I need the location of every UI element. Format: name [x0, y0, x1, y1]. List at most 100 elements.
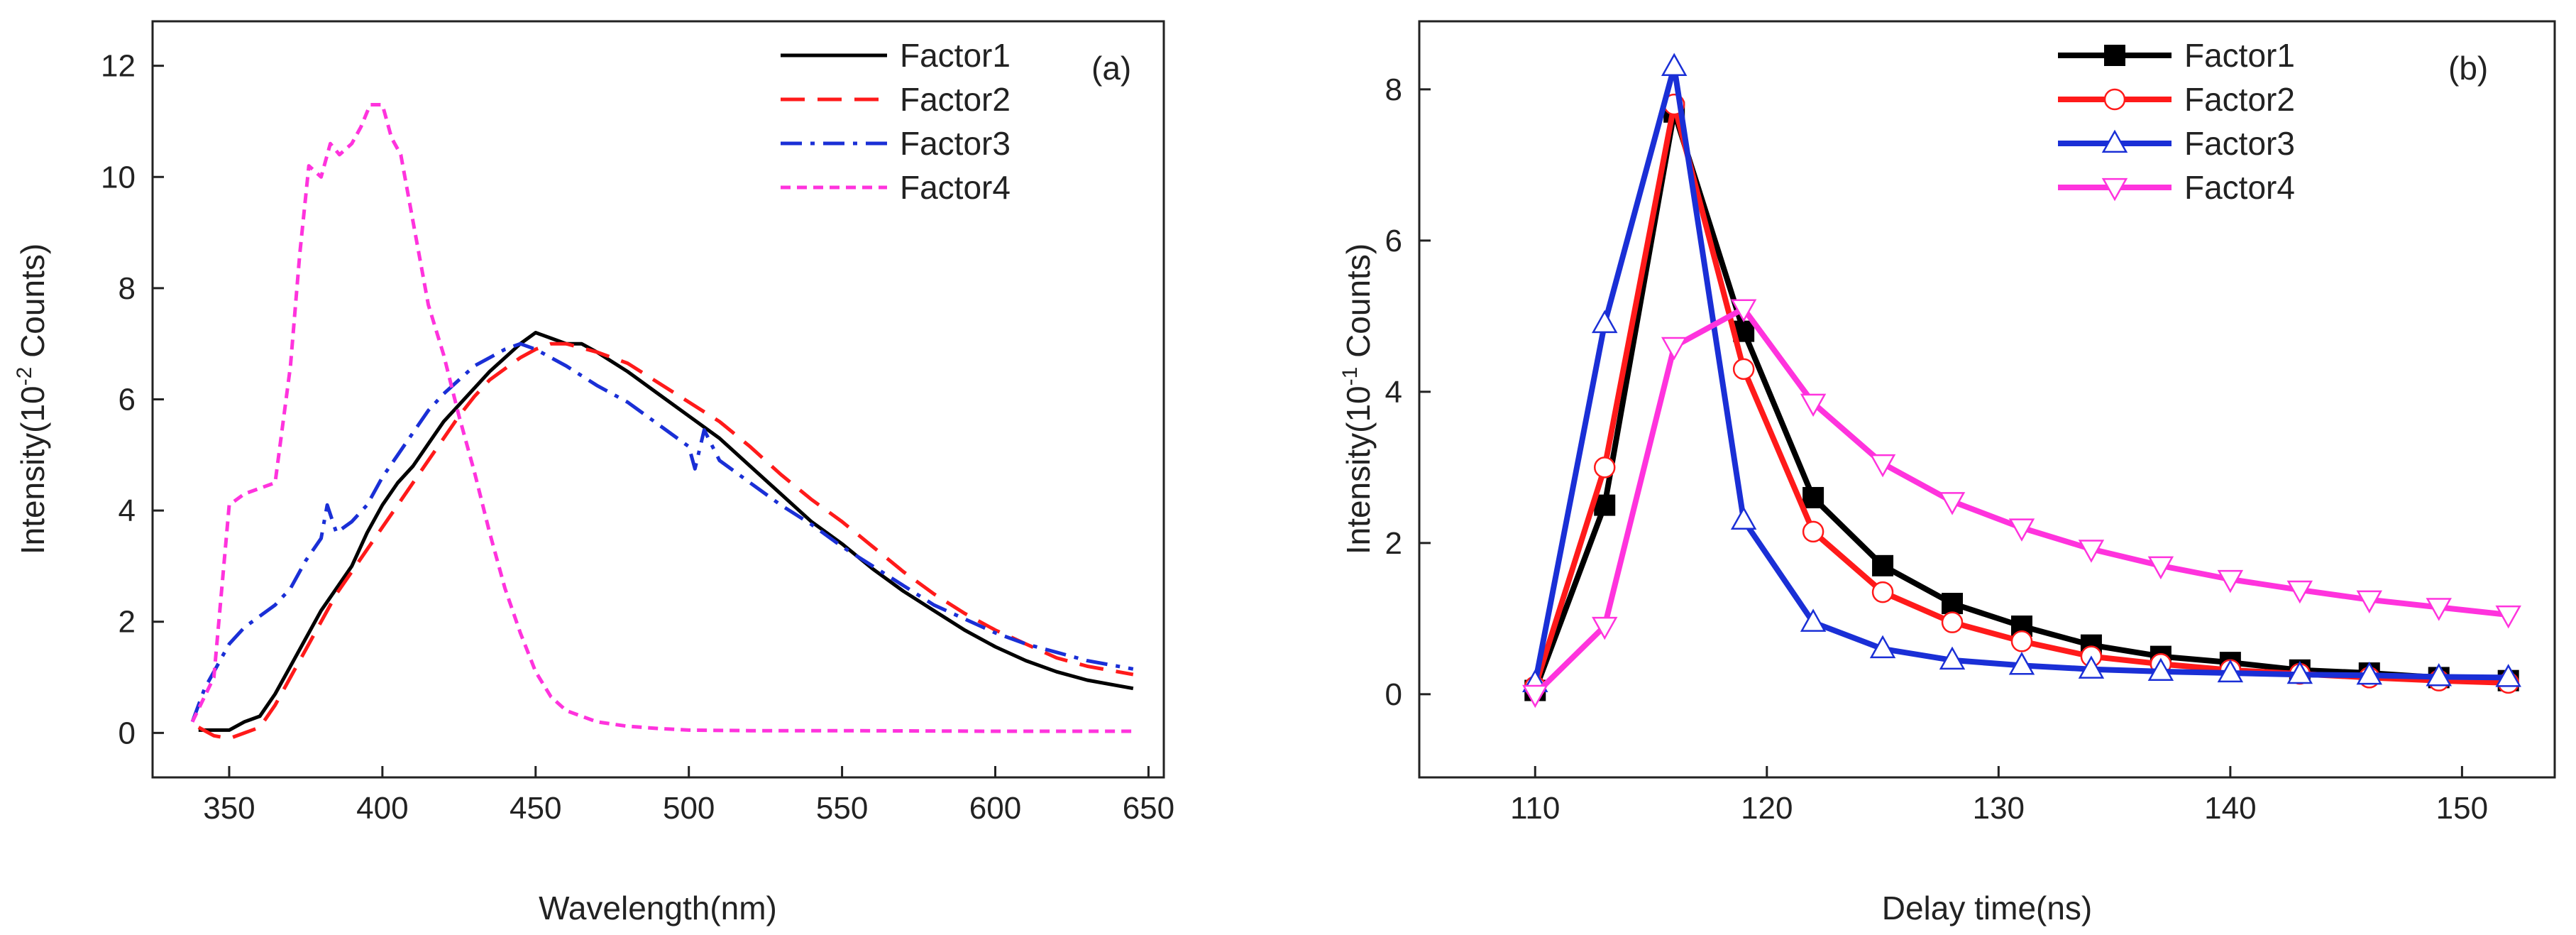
panel-b-legend: Factor1 Factor2 Factor3 Factor4	[2058, 37, 2295, 206]
data-point-factor4	[2008, 518, 2035, 542]
legend-label-factor3: Factor3	[900, 125, 1011, 162]
data-point-factor4	[1939, 492, 1966, 515]
data-point-factor2	[1802, 520, 1824, 543]
x-tick-label: 650	[1123, 791, 1174, 826]
data-point-factor3	[1939, 646, 1966, 670]
panel-b-ticks: 110 120 130 140 150 0 2 4 6 8	[1385, 72, 2489, 826]
panel-a-y-axis-label: Intensity(10-2 Counts)	[13, 244, 51, 554]
data-point-factor3	[2078, 655, 2105, 679]
legend-marker-factor2	[2103, 88, 2126, 111]
data-point-factor1	[1872, 554, 1894, 576]
data-point-factor4	[2147, 556, 2174, 580]
data-point-factor1	[1942, 593, 1964, 615]
data-point-factor4	[1522, 684, 1548, 709]
data-point-factor3	[2147, 657, 2174, 682]
data-point-factor4	[2356, 590, 2383, 614]
panel-a-y-axis-label-tail: Counts)	[14, 244, 51, 367]
data-point-factor4	[1730, 299, 1757, 323]
y-tick-label: 8	[119, 271, 136, 306]
x-tick-label: 150	[2436, 791, 2488, 826]
panel-b-y-axis-label-exp: -1	[1338, 367, 1362, 386]
data-point-factor3	[1869, 635, 1896, 659]
data-point-factor1	[1594, 494, 1616, 516]
panel-b-label: (b)	[2448, 50, 2488, 87]
series-line-factor1	[1532, 109, 2509, 691]
panel-a-ticks: 350 400 450 500 550 600 650 0 2 4 6 8 10 12	[101, 49, 1174, 826]
x-tick-label: 110	[1510, 791, 1560, 826]
data-point-factor3	[2495, 664, 2521, 687]
data-point-factor4	[1591, 616, 1618, 640]
x-tick-label: 450	[510, 791, 561, 826]
data-point-factor4	[2495, 605, 2521, 629]
series-line-factor4	[190, 103, 1133, 733]
panel-b-y-axis-label: Intensity(10-1 Counts)	[1338, 244, 1377, 554]
data-point-factor4	[2078, 540, 2105, 563]
data-point-factor3	[1591, 310, 1618, 334]
legend-label-factor4: Factor4	[2184, 169, 2295, 206]
y-tick-label: 0	[119, 716, 136, 750]
data-point-factor3	[1730, 506, 1757, 530]
panel-a-plot-frame	[151, 20, 1165, 779]
data-point-factor4	[2217, 569, 2244, 594]
data-point-factor4	[1869, 454, 1896, 478]
y-tick-label: 6	[1385, 224, 1402, 258]
y-tick-label: 2	[1385, 526, 1402, 561]
y-tick-label: 2	[119, 605, 136, 640]
x-tick-label: 600	[969, 791, 1021, 826]
legend-marker-factor1	[2104, 45, 2125, 66]
legend-marker-factor3	[2101, 129, 2128, 153]
x-tick-label: 350	[203, 791, 255, 826]
data-point-factor4	[1800, 393, 1827, 417]
data-point-factor3	[2286, 660, 2313, 684]
legend-marker-factor4	[2101, 177, 2128, 202]
data-point-factor3	[2426, 663, 2452, 687]
legend-label-factor1: Factor1	[900, 37, 1011, 74]
x-tick-label: 140	[2204, 791, 2256, 826]
legend-label-factor1: Factor1	[2184, 37, 2295, 74]
data-point-factor4	[2286, 580, 2313, 604]
legend-label-factor2: Factor2	[900, 81, 1011, 118]
panel-a-y-axis-label-exp: -2	[13, 367, 36, 386]
data-point-factor2	[1593, 456, 1616, 479]
data-point-factor2	[1732, 358, 1755, 381]
y-tick-label: 6	[119, 383, 136, 417]
panel-a-y-axis-label-main: Intensity(10	[14, 386, 51, 554]
panel-a-series	[190, 103, 1134, 740]
data-point-factor4	[1661, 337, 1688, 361]
x-tick-label: 550	[816, 791, 868, 826]
panel-b-series	[1522, 53, 2521, 709]
data-point-factor2	[1941, 611, 1964, 633]
data-point-factor3	[2356, 661, 2383, 685]
panel-a-label: (a)	[1091, 50, 1131, 87]
data-point-factor3	[1661, 53, 1688, 77]
legend-label-factor2: Factor2	[2184, 81, 2295, 118]
data-point-factor3	[1800, 608, 1827, 632]
data-point-factor2	[1871, 581, 1894, 603]
y-tick-label: 12	[101, 49, 136, 84]
y-tick-label: 0	[1385, 677, 1402, 712]
data-point-factor3	[2217, 659, 2244, 683]
data-point-factor3	[2008, 652, 2035, 675]
panel-a-x-axis-label: Wavelength(nm)	[539, 890, 777, 926]
x-tick-label: 130	[1973, 791, 2025, 826]
y-tick-label: 4	[1385, 375, 1402, 410]
data-point-factor1	[1802, 486, 1824, 508]
series-line-factor3	[190, 341, 1134, 723]
panel-b-x-axis-label: Delay time(ns)	[1882, 890, 2093, 926]
series-line-factor2	[197, 341, 1134, 740]
x-tick-label: 500	[663, 791, 715, 826]
x-tick-label: 120	[1741, 791, 1793, 826]
y-tick-label: 4	[119, 493, 136, 528]
data-point-factor2	[2010, 630, 2033, 652]
legend-label-factor3: Factor3	[2184, 125, 2295, 162]
x-tick-label: 400	[356, 791, 408, 826]
y-tick-label: 8	[1385, 72, 1402, 107]
legend-label-factor4: Factor4	[900, 169, 1011, 206]
data-point-factor4	[2426, 598, 2452, 621]
series-line-factor1	[198, 331, 1134, 732]
panel-b-y-axis-label-main: Intensity(10	[1340, 386, 1377, 554]
panel-b-y-axis-label-tail: Counts)	[1340, 244, 1377, 367]
